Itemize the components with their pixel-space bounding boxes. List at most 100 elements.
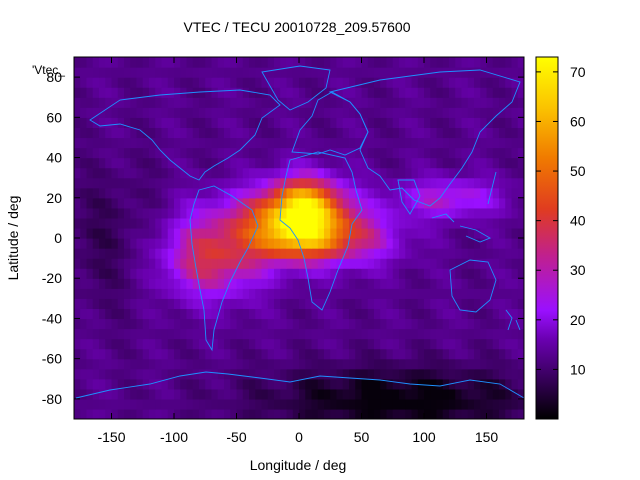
heat-cell <box>180 248 188 259</box>
heat-cell <box>86 97 94 108</box>
heat-cell <box>511 238 519 249</box>
heat-cell <box>511 368 519 380</box>
heat-cell <box>361 117 369 128</box>
colorbar-tick-label: 10 <box>570 361 586 377</box>
heat-cell <box>167 378 175 390</box>
heat-cell <box>205 147 213 159</box>
heat-cell <box>455 298 463 309</box>
heat-cell <box>205 358 213 370</box>
heat-cell <box>299 368 306 380</box>
heat-cell <box>136 278 144 289</box>
heat-cell <box>411 298 419 309</box>
colorbar-tick-label: 70 <box>570 64 586 80</box>
heat-cell <box>305 227 313 239</box>
heat-cell <box>255 338 263 350</box>
heat-cell <box>467 67 475 78</box>
heat-cell <box>261 87 269 98</box>
heat-cell <box>324 177 331 189</box>
heat-cell <box>111 378 119 390</box>
heat-cell <box>105 127 113 139</box>
heat-cell <box>330 167 338 179</box>
heat-cell <box>186 167 194 179</box>
heat-cell <box>174 348 181 360</box>
heat-cell <box>136 127 144 139</box>
heat-cell <box>392 57 400 68</box>
heat-cell <box>305 57 313 68</box>
heat-cell <box>455 187 463 199</box>
heat-cell <box>492 338 500 350</box>
heat-cell <box>224 338 231 350</box>
heat-cell <box>342 368 350 380</box>
heat-cell <box>430 258 438 269</box>
heat-cell <box>186 348 194 360</box>
heat-cell <box>117 217 125 229</box>
heat-cell <box>480 97 488 108</box>
heat-cell <box>405 137 413 149</box>
heat-cell <box>417 298 425 309</box>
heat-cell <box>199 278 206 289</box>
heat-cell <box>267 57 275 68</box>
heat-cell <box>299 278 306 289</box>
heat-cell <box>511 348 519 360</box>
heat-cell <box>211 227 219 239</box>
heat-cell <box>336 177 344 189</box>
heat-cell <box>292 298 300 309</box>
heat-cell <box>205 348 213 360</box>
heat-cell <box>492 348 500 360</box>
heat-cell <box>342 358 350 370</box>
heat-cell <box>92 398 100 410</box>
heat-cell <box>299 87 306 98</box>
heat-cell <box>186 258 194 269</box>
heat-cell <box>292 338 300 350</box>
heat-cell <box>92 157 100 169</box>
heat-cell <box>486 348 494 360</box>
heat-cell <box>174 358 181 370</box>
heat-cell <box>111 187 119 199</box>
heat-cell <box>311 348 319 360</box>
heat-cell <box>86 147 94 159</box>
heat-cell <box>386 177 394 189</box>
heat-cell <box>255 288 263 299</box>
heat-cell <box>492 127 500 139</box>
heat-cell <box>424 318 431 330</box>
heat-cell <box>249 248 256 259</box>
heat-cell <box>267 338 275 350</box>
heat-cell <box>417 157 425 169</box>
heat-cell <box>386 107 394 118</box>
heat-cell <box>330 127 338 139</box>
heat-cell <box>192 348 200 360</box>
heat-cell <box>236 368 244 380</box>
heat-cell <box>261 298 269 309</box>
heat-cell <box>386 408 394 419</box>
heat-cell <box>249 167 256 179</box>
heat-cell <box>130 57 138 68</box>
heat-cell <box>142 308 150 320</box>
heat-cell <box>92 227 100 239</box>
heat-cell <box>199 87 206 98</box>
heat-cell <box>349 147 356 159</box>
heat-cell <box>217 137 225 149</box>
heat-cell <box>317 157 325 169</box>
heat-cell <box>199 358 206 370</box>
heat-cell <box>411 107 419 118</box>
heat-cell <box>80 318 88 330</box>
heat-cell <box>149 368 156 380</box>
heat-cell <box>442 368 450 380</box>
heat-cell <box>474 57 481 68</box>
heat-cell <box>517 187 524 199</box>
heat-cell <box>324 408 331 419</box>
heat-cell <box>305 298 313 309</box>
heat-cell <box>430 308 438 320</box>
heat-cell <box>330 217 338 229</box>
heat-cell <box>117 288 125 299</box>
heat-cell <box>424 197 431 209</box>
heat-cell <box>180 57 188 68</box>
heat-cell <box>155 368 163 380</box>
y-tick-label: 0 <box>54 230 62 246</box>
heat-cell <box>80 157 88 169</box>
heat-cell <box>499 258 506 269</box>
heat-cell <box>330 197 338 209</box>
heat-cell <box>324 328 331 340</box>
heat-cell <box>236 197 244 209</box>
heat-cell <box>124 87 131 98</box>
